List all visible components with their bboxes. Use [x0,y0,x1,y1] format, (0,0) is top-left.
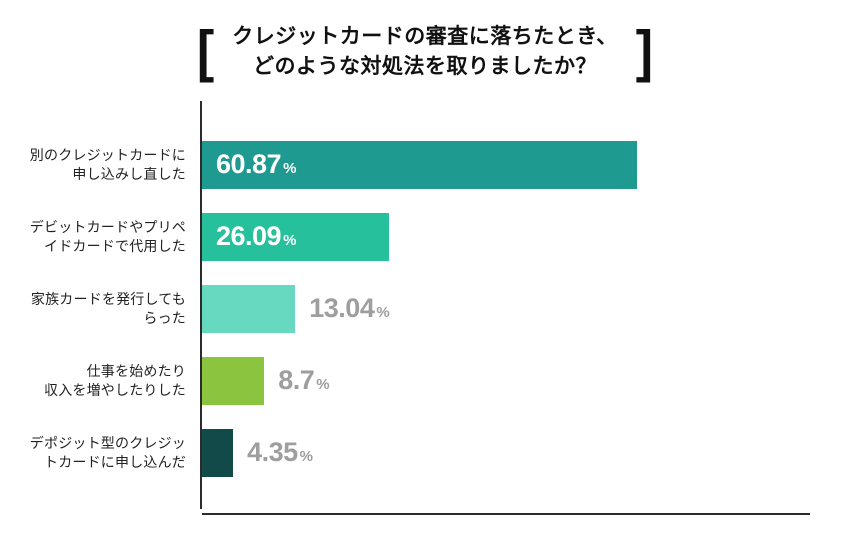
bar: 8.7% [202,357,264,405]
table-row: 仕事を始めたり収入を増やしたりした8.7% [202,345,810,417]
value-label: 60.87% [202,149,296,180]
bar: 60.87% [202,141,637,189]
value-number: 8.7 [278,365,314,396]
category-label: 仕事を始めたり収入を増やしたりした [2,362,202,400]
category-line1: デビットカードやプリペ [30,219,186,235]
table-row: 家族カードを発行してもらった13.04% [202,273,810,345]
x-axis [202,513,810,515]
category-label: デポジット型のクレジットカードに申し込んだ [2,434,202,472]
percent-sign: % [300,448,313,466]
table-row: デポジット型のクレジットカードに申し込んだ4.35% [202,417,810,489]
value-number: 26.09 [216,221,281,252]
chart-spacer-top [202,101,810,129]
value-label: 13.04% [295,293,389,324]
value-label: 26.09% [202,221,296,252]
value-number: 4.35 [247,437,298,468]
bar: 26.09% [202,213,389,261]
percent-sign: % [283,232,296,250]
value-label: 4.35% [233,437,313,468]
bar: 13.04% [202,285,295,333]
category-label: 家族カードを発行してもらった [2,290,202,328]
table-row: デビットカードやプリペイドカードで代用した26.09% [202,201,810,273]
category-line2: 申し込みし直した [72,166,186,182]
chart-title-container: [ クレジットカードの審査に落ちたとき、 どのような対処法を取りましたか？ ] [0,0,850,101]
value-label: 8.7% [264,365,329,396]
category-line1: 仕事を始めたり [87,363,186,379]
category-line2: トカードに申し込んだ [44,454,186,470]
percent-sign: % [376,304,389,322]
percent-sign: % [283,160,296,178]
value-number: 60.87 [216,149,281,180]
category-line2: イドカードで代用した [44,238,186,254]
title-line1: クレジットカードの審査に落ちたとき、 [232,25,618,48]
percent-sign: % [316,376,329,394]
title-line2: どのような対処法を取りましたか？ [253,55,597,78]
right-bracket: ] [636,24,653,81]
category-line1: デポジット型のクレジッ [30,435,186,451]
bar-chart: 別のクレジットカードに申し込みし直した60.87%デビットカードやプリペイドカー… [200,101,810,509]
category-line2: 収入を増やしたりした [44,382,186,398]
category-label: デビットカードやプリペイドカードで代用した [2,218,202,256]
category-line1: 別のクレジットカードに [30,147,186,163]
bar: 4.35% [202,429,233,477]
chart-spacer-bottom [202,489,810,509]
value-number: 13.04 [309,293,374,324]
chart-title: クレジットカードの審査に落ちたとき、 どのような対処法を取りましたか？ [232,22,618,83]
category-line1: 家族カードを発行しても [31,291,186,307]
category-label: 別のクレジットカードに申し込みし直した [2,146,202,184]
table-row: 別のクレジットカードに申し込みし直した60.87% [202,129,810,201]
left-bracket: [ [197,24,214,81]
category-line2: らった [143,310,186,326]
